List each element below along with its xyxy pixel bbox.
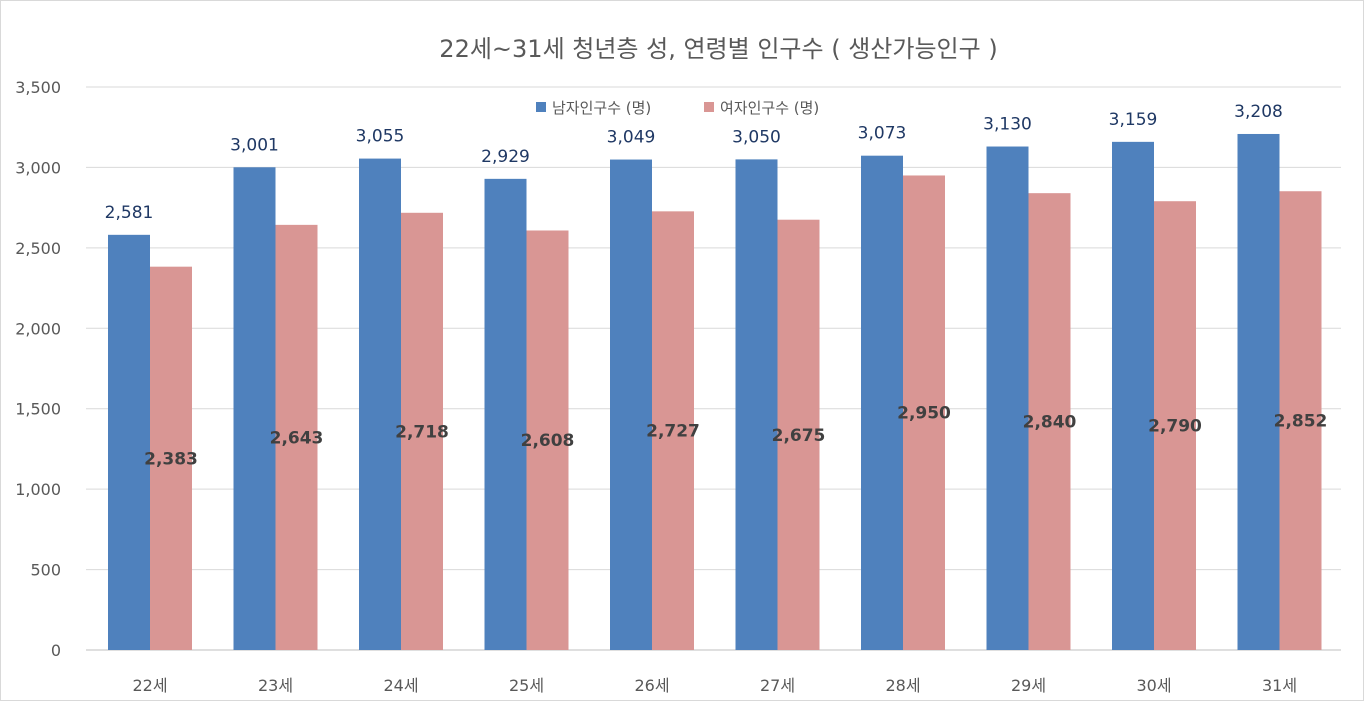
data-label-male: 3,130	[983, 115, 1032, 135]
chart-title: 22세~31세 청년층 성, 연령별 인구수 ( 생산가능인구 )	[439, 35, 997, 63]
legend-swatch-male	[536, 102, 546, 112]
x-tick-label: 27세	[760, 676, 795, 695]
bar-female	[150, 266, 192, 650]
data-label-female: 2,675	[772, 426, 826, 446]
x-tick-label: 28세	[885, 676, 920, 695]
data-label-female: 2,852	[1274, 412, 1328, 432]
bar-male	[861, 155, 903, 650]
bar-male	[735, 159, 778, 650]
data-label-male: 3,055	[356, 127, 405, 147]
y-tick-label: 3,500	[15, 78, 61, 97]
bar-male	[484, 178, 527, 650]
data-label-female: 2,608	[521, 431, 575, 451]
bar-male	[1112, 141, 1154, 650]
x-tick-label: 22세	[132, 676, 167, 695]
data-label-male: 3,073	[858, 124, 907, 144]
bar-male	[1237, 133, 1280, 651]
y-tick-label: 0	[51, 641, 61, 660]
data-label-female: 2,790	[1148, 417, 1202, 437]
x-tick-label: 25세	[509, 676, 544, 695]
data-label-female: 2,383	[144, 449, 198, 469]
data-label-male: 3,208	[1234, 102, 1283, 122]
x-tick-label: 26세	[634, 676, 669, 695]
x-tick-label: 24세	[383, 676, 418, 695]
bar-female	[1154, 201, 1196, 651]
data-label-male: 3,049	[607, 128, 656, 148]
data-label-male: 2,581	[105, 203, 154, 223]
data-label-female: 2,950	[897, 404, 951, 424]
y-tick-label: 1,500	[15, 400, 61, 419]
y-tick-label: 2,000	[15, 319, 61, 338]
y-tick-label: 1,000	[15, 480, 61, 499]
bar-male	[986, 146, 1029, 650]
y-tick-label: 500	[30, 561, 61, 580]
data-labels: 2,581 2,383 3,001 2,643 3,055 2,718 2,929 2,608…	[105, 102, 1328, 469]
x-tick-label: 31세	[1262, 676, 1297, 695]
data-label-female: 2,727	[646, 422, 700, 442]
data-label-female: 2,840	[1023, 413, 1077, 433]
legend-swatch-female	[704, 102, 714, 112]
x-tick-label: 23세	[258, 676, 293, 695]
data-label-female: 2,718	[395, 422, 449, 442]
bar-male	[108, 234, 150, 651]
y-tick-label: 3,000	[15, 158, 61, 177]
bar-male	[233, 167, 276, 651]
bar-female	[526, 230, 569, 651]
bar-female	[903, 175, 945, 650]
legend-label-female: 여자인구수 (명)	[720, 99, 819, 117]
bar-male	[610, 159, 652, 650]
x-tick-label: 29세	[1011, 676, 1046, 695]
data-label-female: 2,643	[270, 428, 324, 448]
y-tick-label: 2,500	[15, 239, 61, 258]
bar-female	[275, 224, 318, 651]
x-axis-ticks: 22세 23세 24세 25세 26세 27세 28세 29세 30세 31세	[132, 676, 1297, 695]
bar-female	[1279, 191, 1322, 651]
x-tick-label: 30세	[1136, 676, 1171, 695]
legend: 남자인구수 (명) 여자인구수 (명)	[536, 99, 819, 117]
bar-male	[359, 158, 401, 650]
bars	[108, 133, 1322, 651]
bar-female	[777, 219, 820, 650]
bar-female	[401, 212, 443, 650]
data-label-male: 3,001	[230, 135, 279, 155]
data-label-male: 3,050	[732, 127, 781, 147]
legend-label-male: 남자인구수 (명)	[552, 99, 651, 117]
bar-female	[652, 211, 694, 650]
bar-female	[1028, 193, 1071, 650]
data-label-male: 3,159	[1109, 110, 1158, 130]
data-label-male: 2,929	[481, 147, 530, 167]
y-axis-ticks: 0 500 1,000 1,500 2,000 2,500 3,000 3,500	[15, 78, 61, 660]
